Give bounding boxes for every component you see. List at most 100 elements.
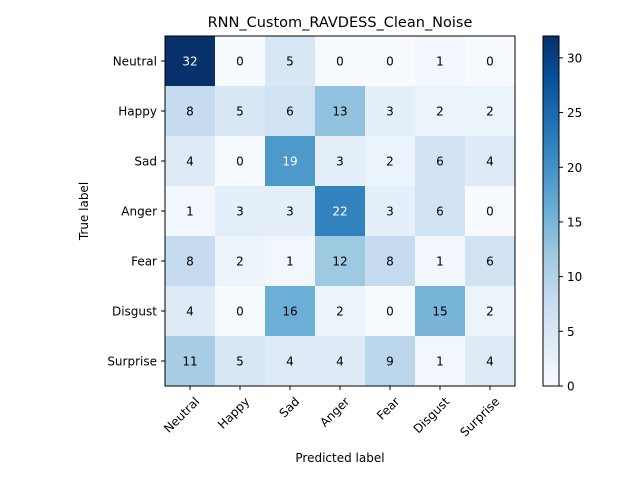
x-axis-ticks: Neutral Happy Sad Anger Fear Disgust Surprise — [161, 386, 502, 439]
y-axis-label: True label — [77, 182, 91, 241]
cell-value-label: 3 — [386, 205, 394, 219]
heatmap-cell — [215, 136, 266, 187]
heatmap-cell — [365, 336, 416, 387]
cell-value-label: 5 — [236, 355, 244, 369]
cell-value-label: 2 — [486, 105, 494, 119]
heatmap-cell — [365, 286, 416, 337]
cell-value-label: 32 — [182, 55, 197, 69]
y-tick-label: Disgust — [112, 305, 157, 319]
heatmap-cell — [165, 86, 216, 137]
cell-value-label: 4 — [486, 155, 494, 169]
colorbar-tick-label: 10 — [567, 270, 582, 284]
heatmap-cell — [315, 86, 366, 137]
heatmap-cell — [265, 236, 316, 287]
heatmap-cell — [165, 136, 216, 187]
cell-value-label: 4 — [286, 355, 294, 369]
heatmap-cell — [265, 86, 316, 137]
cell-value-label: 0 — [236, 305, 244, 319]
cell-value-label: 8 — [386, 255, 394, 269]
x-tick-label: Sad — [276, 394, 302, 420]
heatmap-cell — [415, 336, 466, 387]
cell-value-label: 1 — [286, 255, 294, 269]
cell-value-label: 4 — [186, 305, 194, 319]
cell-value-label: 6 — [286, 105, 294, 119]
heatmap-cell — [215, 86, 266, 137]
heatmap-cell — [265, 186, 316, 237]
heatmap-cell — [265, 36, 316, 87]
cell-value-label: 22 — [332, 205, 347, 219]
cell-value-label: 5 — [286, 55, 294, 69]
cell-value-label: 19 — [282, 155, 297, 169]
heatmap-cell — [465, 186, 516, 237]
cell-value-label: 1 — [436, 55, 444, 69]
heatmap-cell — [265, 336, 316, 387]
heatmap-cell — [365, 86, 416, 137]
cell-value-label: 1 — [186, 205, 194, 219]
cell-value-label: 0 — [486, 55, 494, 69]
heatmap-cell — [465, 336, 516, 387]
heatmap-cell — [315, 36, 366, 87]
cell-value-label: 9 — [386, 355, 394, 369]
cell-value-label: 0 — [236, 55, 244, 69]
x-tick-label: Anger — [317, 394, 352, 429]
heatmap-cell — [415, 286, 466, 337]
cell-value-labels: 32 0 5 0 0 1 08 5 6 13 3 2 24 0 19 3 2 6 41 3 3 22 3 6 08 2 1 12 8 1 6… — [182, 55, 493, 369]
cell-value-label: 8 — [186, 105, 194, 119]
heatmap-cell — [465, 86, 516, 137]
heatmap-cell — [265, 286, 316, 337]
heatmap-cell — [165, 186, 216, 237]
heatmap-cell — [265, 136, 316, 187]
cell-value-label: 11 — [182, 355, 197, 369]
heatmap-cell — [165, 286, 216, 337]
heatmap-cell — [465, 236, 516, 287]
y-tick-label: Neutral — [113, 55, 157, 69]
heatmap-cells — [165, 36, 516, 387]
colorbar-tick-label: 20 — [567, 161, 582, 175]
heatmap-cell — [315, 186, 366, 237]
heatmap-cell — [365, 136, 416, 187]
cell-value-label: 3 — [286, 205, 294, 219]
cell-value-label: 16 — [282, 305, 297, 319]
cell-value-label: 6 — [436, 155, 444, 169]
x-tick-label: Neutral — [161, 394, 202, 435]
heatmap-cell — [215, 286, 266, 337]
y-tick-label: Surprise — [107, 355, 157, 369]
cell-value-label: 6 — [486, 255, 494, 269]
heatmap-cell — [415, 236, 466, 287]
heatmap-cell — [365, 236, 416, 287]
colorbar-tick-label: 5 — [567, 325, 575, 339]
cell-value-label: 0 — [386, 55, 394, 69]
cell-value-label: 2 — [236, 255, 244, 269]
y-tick-label: Anger — [121, 205, 157, 219]
cell-value-label: 4 — [336, 355, 344, 369]
cell-value-label: 12 — [332, 255, 347, 269]
x-tick-label: Disgust — [411, 394, 453, 436]
heatmap-cell — [415, 186, 466, 237]
cell-value-label: 0 — [486, 205, 494, 219]
cell-value-label: 0 — [386, 305, 394, 319]
colorbar-tick-label: 25 — [567, 106, 582, 120]
heatmap-cell — [415, 136, 466, 187]
cell-value-label: 15 — [432, 305, 447, 319]
cell-value-label: 4 — [186, 155, 194, 169]
heatmap-cell — [465, 136, 516, 187]
cell-value-label: 2 — [486, 305, 494, 319]
heatmap-cell — [315, 136, 366, 187]
cell-value-label: 3 — [236, 205, 244, 219]
cell-value-label: 4 — [486, 355, 494, 369]
heatmap-cell — [215, 186, 266, 237]
cell-value-label: 2 — [386, 155, 394, 169]
colorbar — [542, 35, 560, 387]
cell-value-label: 1 — [436, 255, 444, 269]
heatmap-cell — [165, 236, 216, 287]
colorbar-tick-label: 15 — [567, 215, 582, 229]
heatmap-cell — [315, 336, 366, 387]
heatmap-cell — [415, 86, 466, 137]
y-tick-label: Fear — [131, 255, 157, 269]
cell-value-label: 0 — [236, 155, 244, 169]
heatmap-cell — [215, 236, 266, 287]
colorbar-tick-label: 30 — [567, 51, 582, 65]
heatmap-cell — [465, 36, 516, 87]
heatmap-cell — [465, 286, 516, 337]
